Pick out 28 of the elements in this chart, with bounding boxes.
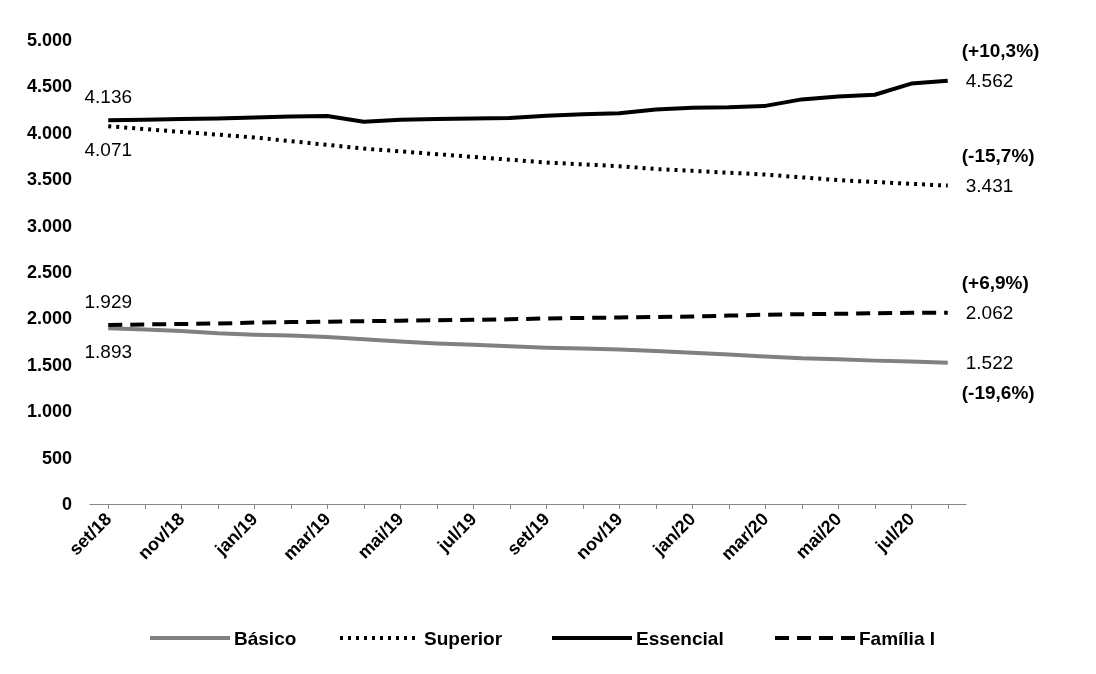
- y-tick-label: 5.000: [26, 30, 72, 50]
- y-tick-label: 1.500: [26, 354, 72, 375]
- data-label: 4.071: [84, 139, 133, 161]
- data-label: 4.562: [965, 70, 1014, 92]
- annotation: (-19,6%): [961, 382, 1035, 404]
- legend-label: Básico: [234, 627, 297, 649]
- annotation: (+6,9%): [961, 272, 1029, 294]
- y-tick-label: 2.500: [26, 262, 72, 282]
- legend-label: Família I: [859, 627, 936, 649]
- y-tick-label: 4.000: [26, 122, 72, 143]
- data-label: 1.929: [84, 290, 133, 312]
- y-tick-label: 1.000: [26, 401, 72, 422]
- y-tick-label: 3.000: [26, 215, 72, 236]
- annotation: (-15,7%): [961, 145, 1035, 167]
- data-label: 1.893: [84, 341, 133, 363]
- data-label: 4.136: [84, 86, 133, 108]
- y-tick-label: 500: [41, 447, 72, 468]
- y-tick-label: 2.000: [26, 308, 72, 329]
- y-tick-label: 3.500: [26, 169, 72, 190]
- data-label: 1.522: [965, 352, 1014, 374]
- y-tick-label: 0: [61, 494, 72, 514]
- legend-label: Essencial: [636, 627, 724, 649]
- y-tick-label: 4.500: [26, 76, 72, 97]
- legend-label: Superior: [424, 627, 503, 649]
- annotation: (+10,3%): [961, 40, 1040, 62]
- data-label: 2.062: [965, 302, 1014, 324]
- line-series: [106, 310, 950, 327]
- data-label: 3.431: [965, 175, 1014, 197]
